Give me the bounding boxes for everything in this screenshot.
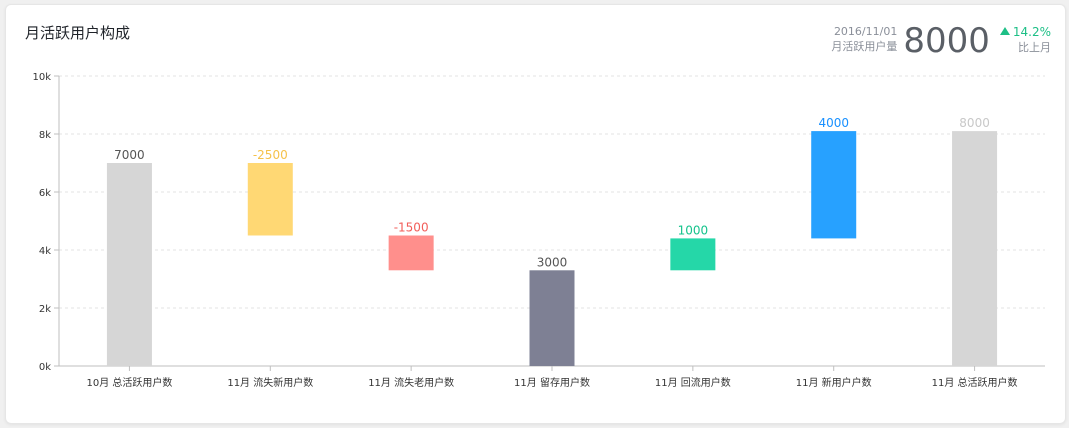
- x-tick-label: 11月 流失新用户数: [227, 376, 313, 389]
- bar: [670, 238, 716, 271]
- kpi-change: 14.2%: [999, 24, 1051, 40]
- kpi-metric-name: 月活跃用户量: [831, 40, 898, 53]
- kpi-meta: 2016/11/01 月活跃用户量: [831, 25, 897, 55]
- data-label: 3000: [537, 255, 568, 269]
- bars: [106, 131, 998, 366]
- y-tick-label: 4k: [39, 246, 51, 257]
- x-axis: 10月 总活跃用户数 11月 流失新用户数 11月 流失老用户数 11月 留存用户数 1…: [59, 365, 1045, 389]
- arrow-up-icon: [999, 27, 1010, 35]
- data-label: -2500: [253, 148, 288, 162]
- data-labels: 7000 -2500 -1500 3000 1000 4000 8000: [114, 116, 990, 269]
- y-tick-label: 0k: [39, 362, 51, 373]
- bar: [529, 270, 575, 366]
- x-tick-label: 11月 回流用户数: [655, 376, 731, 389]
- data-label: 7000: [114, 148, 145, 162]
- kpi-change-block: 14.2% 比上月: [999, 24, 1051, 56]
- kpi-change-value: 14.2%: [1012, 25, 1051, 39]
- y-tick-label: 10k: [32, 72, 51, 83]
- kpi-metric-value: 8000: [903, 21, 990, 61]
- x-tick-label: 11月 新用户户数: [796, 376, 872, 389]
- bar: [811, 131, 857, 239]
- y-axis: 0k 2k 4k 6k 8k 10k: [32, 72, 60, 373]
- kpi-date: 2016/11/01: [833, 25, 898, 38]
- x-tick-label: 11月 流失老用户数: [368, 376, 454, 389]
- x-tick-label: 11月 留存用户数: [514, 376, 590, 389]
- data-label: -1500: [394, 221, 429, 235]
- chart-title: 月活跃用户构成: [25, 24, 131, 42]
- data-label: 8000: [959, 116, 990, 130]
- y-tick-label: 8k: [39, 130, 51, 141]
- data-label: 4000: [818, 116, 849, 130]
- data-label: 1000: [678, 223, 709, 237]
- x-tick-label: 10月 总活跃用户数: [86, 376, 172, 389]
- x-tick-label: 11月 总活跃用户数: [932, 376, 1018, 389]
- bar: [388, 235, 434, 271]
- kpi-compare-label: 比上月: [1018, 41, 1051, 54]
- y-tick-label: 6k: [39, 188, 51, 199]
- bar: [106, 163, 152, 366]
- bar: [247, 163, 293, 236]
- kpi-summary: 2016/11/01 月活跃用户量 8000 14.2% 比上月: [831, 21, 1051, 65]
- bar: [952, 131, 998, 366]
- y-tick-label: 2k: [39, 304, 51, 315]
